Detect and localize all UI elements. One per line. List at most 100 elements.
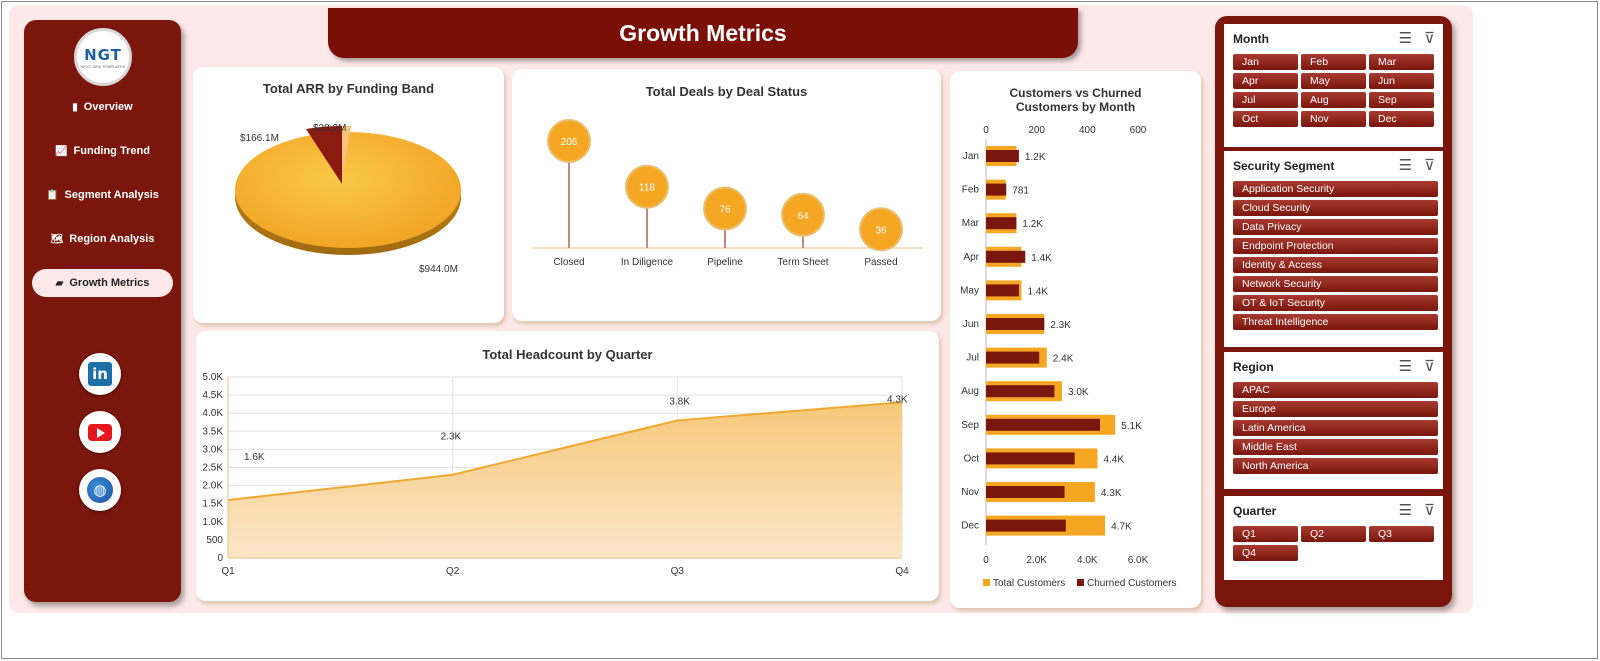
logo-subtext: NEXT GEN TEMPLATES (80, 63, 126, 69)
slicer-item[interactable]: Aug (1301, 92, 1366, 108)
ngt-logo: NGT NEXT GEN TEMPLATES (74, 28, 132, 86)
slicer-item[interactable]: Q2 (1301, 526, 1366, 542)
slicer-item[interactable]: Sep (1369, 92, 1434, 108)
multi-select-icon[interactable]: ☰ (1398, 157, 1413, 174)
area-fill (228, 402, 902, 558)
pie-label: $944.0M (419, 264, 458, 275)
slicer-item[interactable]: Q4 (1233, 545, 1298, 561)
linkedin-button[interactable]: in (79, 353, 121, 395)
y-tick-label: 1.5K (202, 499, 223, 510)
data-label: 5.1K (1121, 421, 1142, 432)
slicer-item[interactable]: Nov (1301, 111, 1366, 127)
bottom-axis-label: 4.0K (1077, 555, 1098, 566)
slicer-item[interactable]: Dec (1369, 111, 1434, 127)
slicer-item[interactable]: May (1301, 73, 1366, 89)
sidebar-item-label: Segment Analysis (64, 189, 159, 201)
data-label: 2.3K (441, 432, 462, 443)
multi-select-icon[interactable]: ☰ (1398, 502, 1413, 519)
youtube-icon (88, 423, 112, 441)
arr-pie-chart: $166.1M $28.2M $944.0M (235, 123, 461, 275)
clear-filter-icon[interactable]: ⊽ (1424, 30, 1435, 47)
sidebar-item-growth-metrics[interactable]: ▰ Growth Metrics (32, 269, 173, 297)
category-label: Oct (963, 453, 979, 464)
slicer-item[interactable]: Data Privacy (1233, 219, 1438, 235)
slicer-item[interactable]: Threat Intelligence (1233, 314, 1438, 330)
sidebar-item-funding-trend[interactable]: 📈 Funding Trend (32, 137, 173, 165)
category-label: Nov (961, 487, 979, 498)
bar-churned-customers (986, 250, 1026, 263)
multi-select-icon[interactable]: ☰ (1398, 30, 1413, 47)
slicer-item[interactable]: Middle East (1233, 439, 1438, 455)
data-label: 4.3K (1101, 488, 1122, 499)
headcount-area-chart: 0 500 1.0K 1.5K 2.0K 2.5K 3.0K 3.5K 4.0K 4.5K 5.0K… (202, 372, 909, 577)
top-axis-label: 600 (1130, 125, 1147, 136)
page-title: Growth Metrics (619, 19, 787, 46)
slicer-item[interactable]: North America (1233, 458, 1438, 474)
bar-churned-customers (986, 351, 1040, 364)
slicer-item[interactable]: Application Security (1233, 181, 1438, 197)
legend-label: Churned Customers (1087, 578, 1176, 589)
slicer-item[interactable]: Jun (1369, 73, 1434, 89)
chart-title: Total Deals by Deal Status (645, 84, 808, 99)
data-label: 36 (875, 225, 887, 236)
slicer-item[interactable]: Latin America (1233, 420, 1438, 436)
bottom-axis-label: 2.0K (1026, 555, 1047, 566)
category-label: Dec (961, 521, 979, 532)
slicer-item[interactable]: Endpoint Protection (1233, 238, 1438, 254)
data-label: 206 (561, 137, 578, 148)
customers-bar-chart: 0 200 400 600 0 2.0K 4.0K 6.0K Jan 1.2K Feb 781 Mar 1… (960, 125, 1176, 589)
lollipop-marker (781, 192, 825, 237)
y-tick-label: 3.0K (202, 444, 223, 455)
slicer-item[interactable]: Q1 (1233, 526, 1298, 542)
slicer-item[interactable]: Jul (1233, 92, 1298, 108)
x-tick-label: Q2 (446, 566, 460, 577)
slicer-item[interactable]: Q3 (1369, 526, 1434, 542)
data-label: 1.2K (1025, 152, 1046, 163)
slicer-item[interactable]: Europe (1233, 401, 1438, 417)
bar-churned-customers (986, 183, 1007, 196)
bar-churned-customers (986, 385, 1055, 398)
slicer-item[interactable]: Oct (1233, 111, 1298, 127)
x-tick-label: Q3 (671, 566, 685, 577)
x-tick-label: Q4 (895, 566, 909, 577)
category-label: Jun (963, 319, 979, 330)
slicer-item[interactable]: Identity & Access (1233, 257, 1438, 273)
clear-filter-icon[interactable]: ⊽ (1424, 157, 1435, 174)
legend-swatch (1077, 579, 1084, 586)
month-slicer: Month ☰ ⊽ Jan Feb Mar Apr May Jun Jul Aug Sep Oct N… (1224, 24, 1443, 147)
y-tick-label: 2.0K (202, 481, 223, 492)
clear-filter-icon[interactable]: ⊽ (1424, 502, 1435, 519)
slicer-item[interactable]: Apr (1233, 73, 1298, 89)
y-tick-label: 4.5K (202, 390, 223, 401)
slicer-item[interactable]: APAC (1233, 382, 1438, 398)
category-label: Jan (963, 151, 979, 162)
slicer-item[interactable]: Jan (1233, 54, 1298, 70)
slicer-item[interactable]: Cloud Security (1233, 200, 1438, 216)
sidebar-item-overview[interactable]: ▮ Overview (32, 93, 173, 121)
multi-select-icon[interactable]: ☰ (1398, 358, 1413, 375)
slicer-item[interactable]: Feb (1301, 54, 1366, 70)
youtube-button[interactable] (79, 411, 121, 453)
data-label: 2.4K (1053, 354, 1074, 365)
slicer-item[interactable]: Network Security (1233, 276, 1438, 292)
pie-slice-166 (306, 125, 342, 184)
bottom-axis-label: 6.0K (1128, 555, 1149, 566)
data-label: 3.0K (1068, 387, 1089, 398)
clear-filter-icon[interactable]: ⊽ (1424, 358, 1435, 375)
pie-label: $166.1M (240, 133, 279, 144)
slicer-item[interactable]: OT & IoT Security (1233, 295, 1438, 311)
sidebar-item-segment-analysis[interactable]: 📋 Segment Analysis (32, 181, 173, 209)
y-tick-label: 0 (217, 553, 223, 564)
y-tick-label: 5.0K (202, 372, 223, 383)
sidebar-item-region-analysis[interactable]: 🗺 Region Analysis (32, 225, 173, 253)
category-label: May (960, 285, 979, 296)
website-button[interactable]: ◍ (79, 469, 121, 511)
slicer-item[interactable]: Mar (1369, 54, 1434, 70)
data-label: 4.7K (1111, 522, 1132, 533)
folder-icon: ▰ (55, 277, 64, 289)
lollipop-marker (625, 164, 669, 209)
y-tick-label: 3.5K (202, 426, 223, 437)
bar-churned-customers (986, 418, 1100, 431)
category-label: Closed (553, 257, 584, 268)
pie-label: $28.2M (313, 123, 346, 134)
